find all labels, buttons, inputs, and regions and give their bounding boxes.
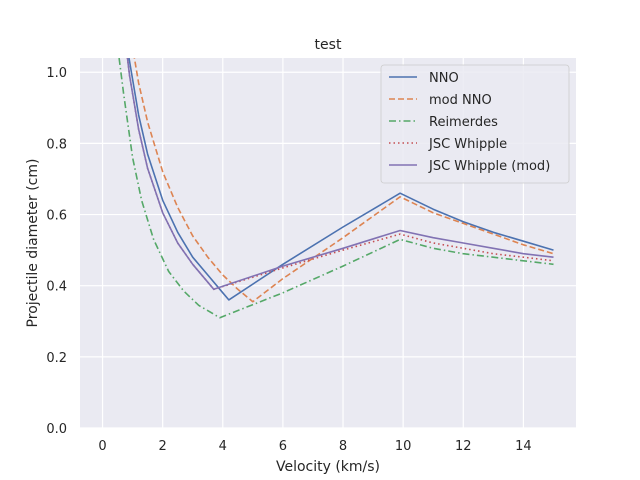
y-tick-label: 0.6 — [46, 209, 67, 224]
y-tick-label: 0.4 — [46, 280, 67, 295]
legend-box — [380, 64, 570, 184]
x-tick-label: 0 — [98, 439, 106, 454]
x-tick-label: 10 — [395, 439, 412, 454]
x-axis-label: Velocity (km/s) — [276, 459, 380, 475]
legend-label: Reimerdes — [429, 115, 498, 130]
y-tick-label: 0.0 — [46, 422, 67, 437]
series-line-4 — [126, 58, 554, 291]
y-tick-label: 0.2 — [46, 351, 67, 366]
x-tick-label: 4 — [219, 439, 227, 454]
y-tick-label: 1.0 — [46, 66, 67, 81]
x-tick-label: 6 — [279, 439, 287, 454]
x-tick-label: 8 — [339, 439, 347, 454]
x-tick-labels: 0 2 4 6 8 10 12 14 — [98, 439, 531, 454]
legend-label: JSC Whipple — [428, 137, 507, 152]
series-lines — [118, 58, 554, 319]
x-tick-label: 12 — [455, 439, 472, 454]
legend: NNO mod NNO Reimerdes JSC Whipple JSC Whippl… — [380, 64, 570, 184]
series-line-0 — [128, 58, 554, 301]
y-axis-label: Projectile diameter (cm) — [25, 159, 41, 328]
legend-label: NNO — [429, 71, 459, 86]
series-line-2 — [118, 58, 554, 319]
chart-title: test — [315, 37, 342, 53]
legend-label: mod NNO — [429, 93, 492, 108]
series-line-1 — [133, 58, 554, 303]
x-tick-label: 14 — [515, 439, 532, 454]
series-line-3 — [126, 58, 554, 291]
x-tick-label: 2 — [159, 439, 167, 454]
y-tick-labels: 0.0 0.2 0.4 0.6 0.8 1.0 — [46, 66, 67, 437]
y-tick-label: 0.8 — [46, 137, 67, 152]
legend-label: JSC Whipple (mod) — [428, 159, 550, 174]
